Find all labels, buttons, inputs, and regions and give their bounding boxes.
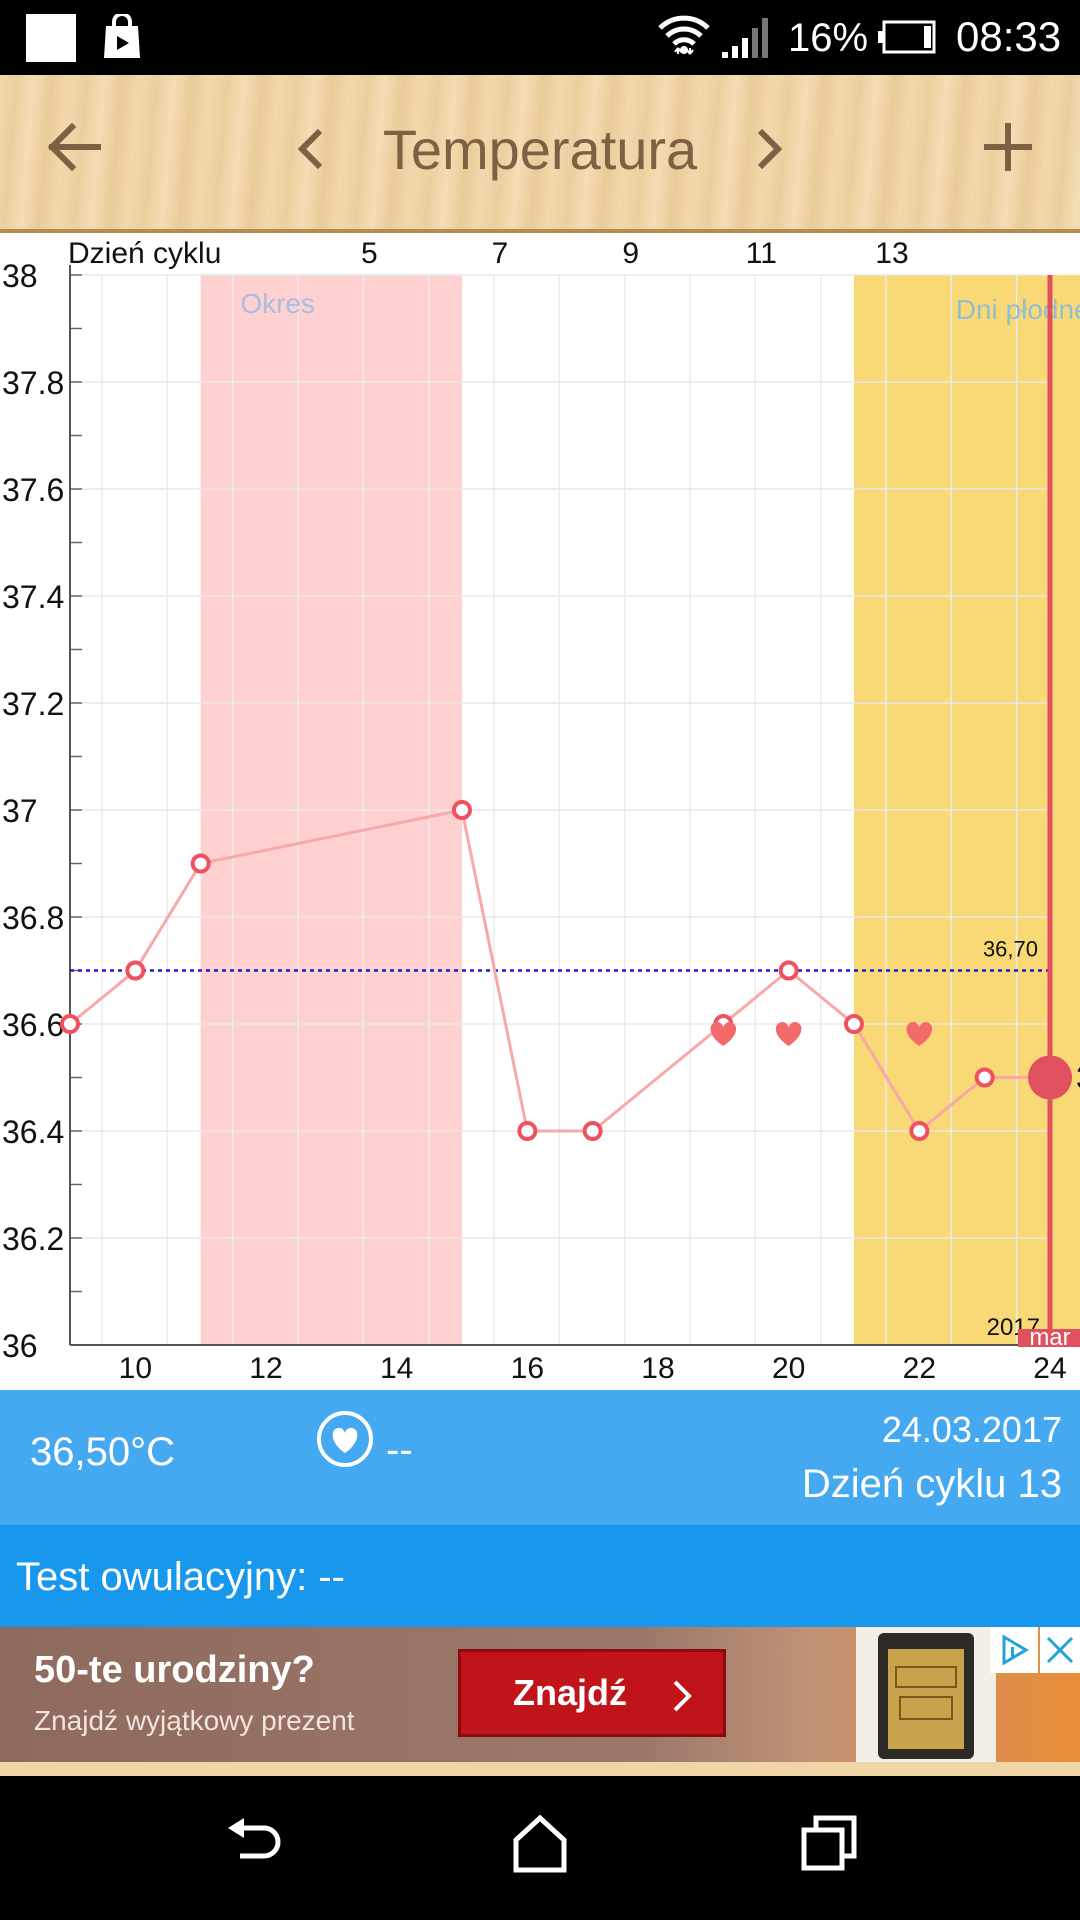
current-temperature-point: [1027, 1055, 1072, 1100]
cell-signal-icon: [722, 18, 768, 58]
plus-icon[interactable]: [980, 119, 1036, 175]
shopping-bag-icon: [104, 14, 140, 58]
fertile-band-label: Dni płodne: [956, 294, 1080, 325]
temperature-point: [60, 1014, 80, 1034]
wifi-icon: [658, 15, 710, 55]
arrow-left-icon[interactable]: [44, 117, 104, 177]
y-tick-label: 36.6: [2, 1007, 64, 1043]
y-tick-label: 37.6: [2, 472, 64, 508]
day-info-bar[interactable]: 36,50°C -- 24.03.2017 Dzień cyklu 13: [0, 1390, 1080, 1525]
ad-bottom-strip: [0, 1762, 1080, 1776]
period-band-label: Okres: [240, 288, 315, 319]
temperature-point: [190, 853, 211, 874]
heart-circle-icon[interactable]: [316, 1410, 374, 1468]
y-tick-label: 37.8: [2, 365, 64, 401]
y-tick-label: 37: [2, 793, 38, 829]
bottom-tick-label: 10: [119, 1352, 152, 1385]
top-tick-label: 13: [875, 237, 908, 270]
ad-subline: Znajdź wyjątkowy prezent: [34, 1705, 355, 1736]
temperature-point: [843, 1014, 864, 1034]
gold-bar-image: [856, 1627, 996, 1762]
battery-icon: [878, 20, 936, 54]
close-icon[interactable]: [1040, 1627, 1080, 1673]
y-tick-label: 36.4: [2, 1114, 64, 1150]
y-tick-label: 36: [2, 1328, 38, 1364]
y-tick-label: 38: [2, 258, 38, 294]
y-tick-label: 36.8: [2, 900, 64, 936]
intercourse-heart: [775, 1022, 802, 1046]
temperature-point: [909, 1121, 930, 1141]
temperature-point: [517, 1121, 538, 1141]
bottom-tick-label: 12: [249, 1352, 282, 1385]
bottom-tick-label: 14: [380, 1352, 413, 1385]
chevron-left-icon[interactable]: [292, 125, 328, 173]
top-tick-label: 7: [492, 237, 509, 270]
selected-temperature: 36,50°C: [30, 1430, 175, 1474]
temperature-line: [69, 808, 1050, 1134]
chevron-right-icon[interactable]: [752, 125, 788, 173]
top-axis-title: Dzień cyklu: [68, 237, 221, 270]
adchoices-icon[interactable]: [990, 1627, 1038, 1673]
status-bar: 16% 08:33: [0, 0, 1080, 75]
nav-recents-icon[interactable]: [800, 1814, 858, 1872]
navigation-bar: [0, 1776, 1080, 1920]
bottom-tick-label: 18: [641, 1352, 674, 1385]
top-tick-label: 11: [746, 237, 777, 270]
ovulation-test-bar[interactable]: Test owulacyjny: --: [0, 1525, 1080, 1627]
y-tick-label: 36.2: [2, 1221, 64, 1257]
nav-back-icon[interactable]: [224, 1816, 284, 1872]
selected-date: 24.03.2017: [881, 1409, 1062, 1450]
month-label: mar: [1029, 1324, 1070, 1351]
ad-headline: 50-te urodziny?: [34, 1649, 315, 1691]
coverline-label: 36,70: [983, 937, 1038, 962]
cycle-day: Dzień cyklu 13: [801, 1462, 1062, 1506]
bottom-tick-label: 24: [1033, 1352, 1066, 1385]
y-tick-label: 37.4: [2, 579, 64, 615]
bottom-tick-label: 20: [772, 1352, 805, 1385]
temperature-point: [778, 960, 799, 981]
bottom-tick-label: 22: [903, 1352, 936, 1385]
toolbar: Temperatura: [0, 75, 1080, 233]
intercourse-value: --: [386, 1428, 413, 1472]
temperature-point: [974, 1067, 995, 1088]
square-notification-icon: [26, 14, 76, 62]
top-tick-label: 9: [622, 237, 639, 270]
nav-home-icon[interactable]: [510, 1812, 570, 1874]
page-title: Temperatura: [382, 118, 698, 181]
intercourse-heart: [710, 1022, 737, 1046]
top-tick-label: 5: [361, 237, 378, 270]
bottom-tick-label: 16: [511, 1352, 544, 1385]
ovulation-test-label: Test owulacyjny: --: [16, 1555, 345, 1599]
intercourse-heart: [906, 1022, 933, 1046]
temperature-point: [451, 800, 472, 820]
chevron-right-icon: [673, 1680, 692, 1712]
temperature-point: [582, 1121, 603, 1141]
battery-percentage: 16%: [788, 16, 869, 60]
clock: 08:33: [956, 13, 1062, 60]
month-label-box: [1017, 1329, 1080, 1347]
temperature-point: [125, 960, 146, 981]
current-temperature-label: 36,50°C: [1076, 1060, 1080, 1096]
y-tick-label: 37.2: [2, 686, 64, 722]
ad-banner[interactable]: 50-te urodziny? Znajdź wyjątkowy prezent…: [0, 1627, 1080, 1762]
ad-cta-label: Znajdź: [513, 1672, 627, 1713]
temperature-chart[interactable]: 38 37.8 37.6 37.4 37.2 37 36.8 36.6 36.4 36.2 36 Ok…: [0, 233, 1080, 1390]
ad-cta-button[interactable]: Znajdź: [458, 1649, 726, 1737]
temperature-chart-svg[interactable]: 38 37.8 37.6 37.4 37.2 37 36.8 36.6 36.4 36.2 36 Ok…: [0, 233, 1080, 1390]
